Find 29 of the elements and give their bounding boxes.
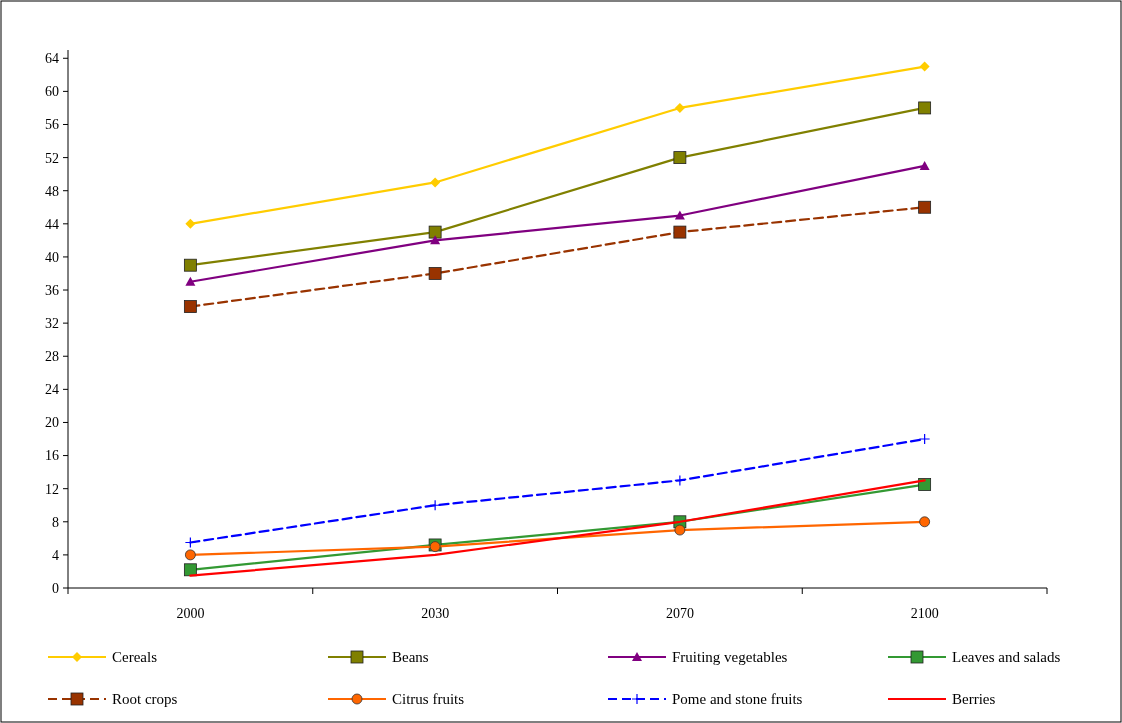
legend-label: Cereals <box>112 649 158 666</box>
y-tick-label: 4 <box>52 547 59 563</box>
y-tick-label: 16 <box>45 448 59 464</box>
legend-label: Beans <box>392 649 429 666</box>
x-tick-label: 2100 <box>910 606 939 621</box>
y-tick-label: 40 <box>45 249 59 265</box>
x-tick-label: 2070 <box>665 606 694 621</box>
legend-label: Citrus fruits <box>392 691 465 708</box>
y-tick-label: 64 <box>45 51 59 67</box>
legend-label: Leaves and salads <box>952 649 1061 666</box>
y-tick-label: 48 <box>45 183 59 199</box>
x-tick-label: 2030 <box>421 606 450 621</box>
y-tick-label: 60 <box>45 84 59 100</box>
y-tick-label: 0 <box>52 580 59 596</box>
y-tick-label: 24 <box>45 382 59 398</box>
y-tick-label: 36 <box>45 282 59 298</box>
y-tick-label: 56 <box>45 117 59 133</box>
legend-label: Pome and stone fruits <box>672 691 803 708</box>
y-tick-label: 8 <box>52 514 59 530</box>
y-tick-label: 20 <box>45 415 59 431</box>
legend-label: Berries <box>952 691 996 708</box>
y-tick-label: 28 <box>45 349 59 365</box>
y-tick-label: 52 <box>45 150 59 166</box>
y-tick-label: 44 <box>45 216 59 232</box>
x-tick-label: 2000 <box>176 606 205 621</box>
legend-label: Fruiting vegetables <box>672 649 788 666</box>
legend-label: Root crops <box>112 691 178 708</box>
y-tick-label: 12 <box>45 481 59 497</box>
y-tick-label: 32 <box>45 316 59 332</box>
